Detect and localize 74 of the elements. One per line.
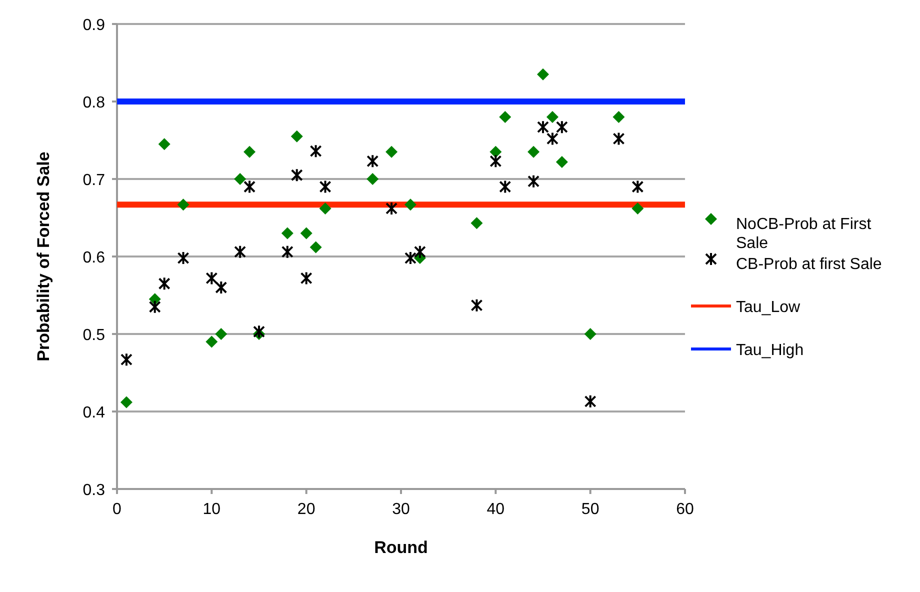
point — [158, 276, 170, 291]
point — [206, 336, 218, 348]
point — [319, 202, 332, 214]
x-tick-label: 30 — [392, 501, 410, 518]
point — [366, 173, 379, 185]
point — [120, 352, 132, 367]
point — [120, 396, 132, 408]
point — [632, 180, 644, 194]
y-tick-label: 0.3 — [82, 482, 106, 499]
point — [244, 180, 256, 194]
point — [584, 328, 596, 340]
point — [215, 280, 228, 294]
point — [499, 111, 512, 123]
point — [612, 111, 625, 123]
point — [470, 217, 483, 230]
x-tick-label: 40 — [486, 501, 505, 518]
point — [319, 180, 332, 194]
point — [253, 324, 265, 339]
point — [281, 244, 294, 259]
point — [404, 198, 416, 211]
point — [177, 198, 190, 211]
y-tick-label: 0.6 — [82, 250, 106, 266]
x-tick-label: 10 — [202, 501, 221, 518]
y-axis-title: Probability of Forced Sale — [34, 152, 53, 362]
legend-label: NoCB-Prob at First Sale — [736, 216, 872, 252]
point — [234, 173, 246, 185]
legend-label: CB-Prob at first Sale — [736, 256, 882, 273]
point — [537, 120, 549, 134]
point — [414, 244, 426, 259]
point — [404, 251, 416, 266]
x-axis-title: Round — [374, 538, 428, 557]
point — [386, 146, 398, 158]
point — [528, 174, 540, 188]
point — [499, 180, 512, 194]
y-tick-label: 0.9 — [82, 17, 106, 34]
point — [470, 298, 483, 312]
point — [234, 244, 246, 259]
point — [158, 138, 170, 150]
point — [366, 154, 379, 168]
point — [206, 271, 218, 286]
point — [300, 227, 312, 240]
x-tick-label: 60 — [676, 501, 694, 518]
point — [310, 241, 322, 254]
point — [215, 328, 228, 340]
point — [244, 146, 256, 158]
point — [290, 168, 303, 182]
point — [546, 111, 558, 123]
point — [300, 271, 312, 286]
point — [386, 201, 398, 216]
x-tick-label: 20 — [297, 501, 316, 518]
point — [148, 293, 161, 306]
point — [537, 68, 549, 80]
point — [290, 130, 303, 142]
point — [612, 132, 625, 146]
point — [490, 154, 502, 168]
y-tick-label: 0.8 — [82, 94, 106, 112]
legend-label: Tau_High — [736, 342, 804, 359]
point — [556, 156, 568, 168]
legend-label: Tau_Low — [736, 299, 800, 316]
point — [528, 146, 540, 158]
point — [490, 146, 502, 158]
point — [177, 251, 190, 266]
y-tick-label: 0.5 — [82, 327, 106, 344]
point — [281, 227, 294, 240]
point — [310, 144, 322, 158]
y-tick-label: 0.4 — [82, 404, 106, 422]
point — [148, 300, 161, 314]
x-tick-label: 50 — [581, 501, 600, 518]
point — [584, 394, 596, 408]
point — [556, 120, 568, 134]
y-tick-label: 0.7 — [82, 172, 106, 189]
point — [632, 202, 644, 214]
x-tick-label: 0 — [112, 501, 122, 518]
point — [546, 132, 558, 146]
